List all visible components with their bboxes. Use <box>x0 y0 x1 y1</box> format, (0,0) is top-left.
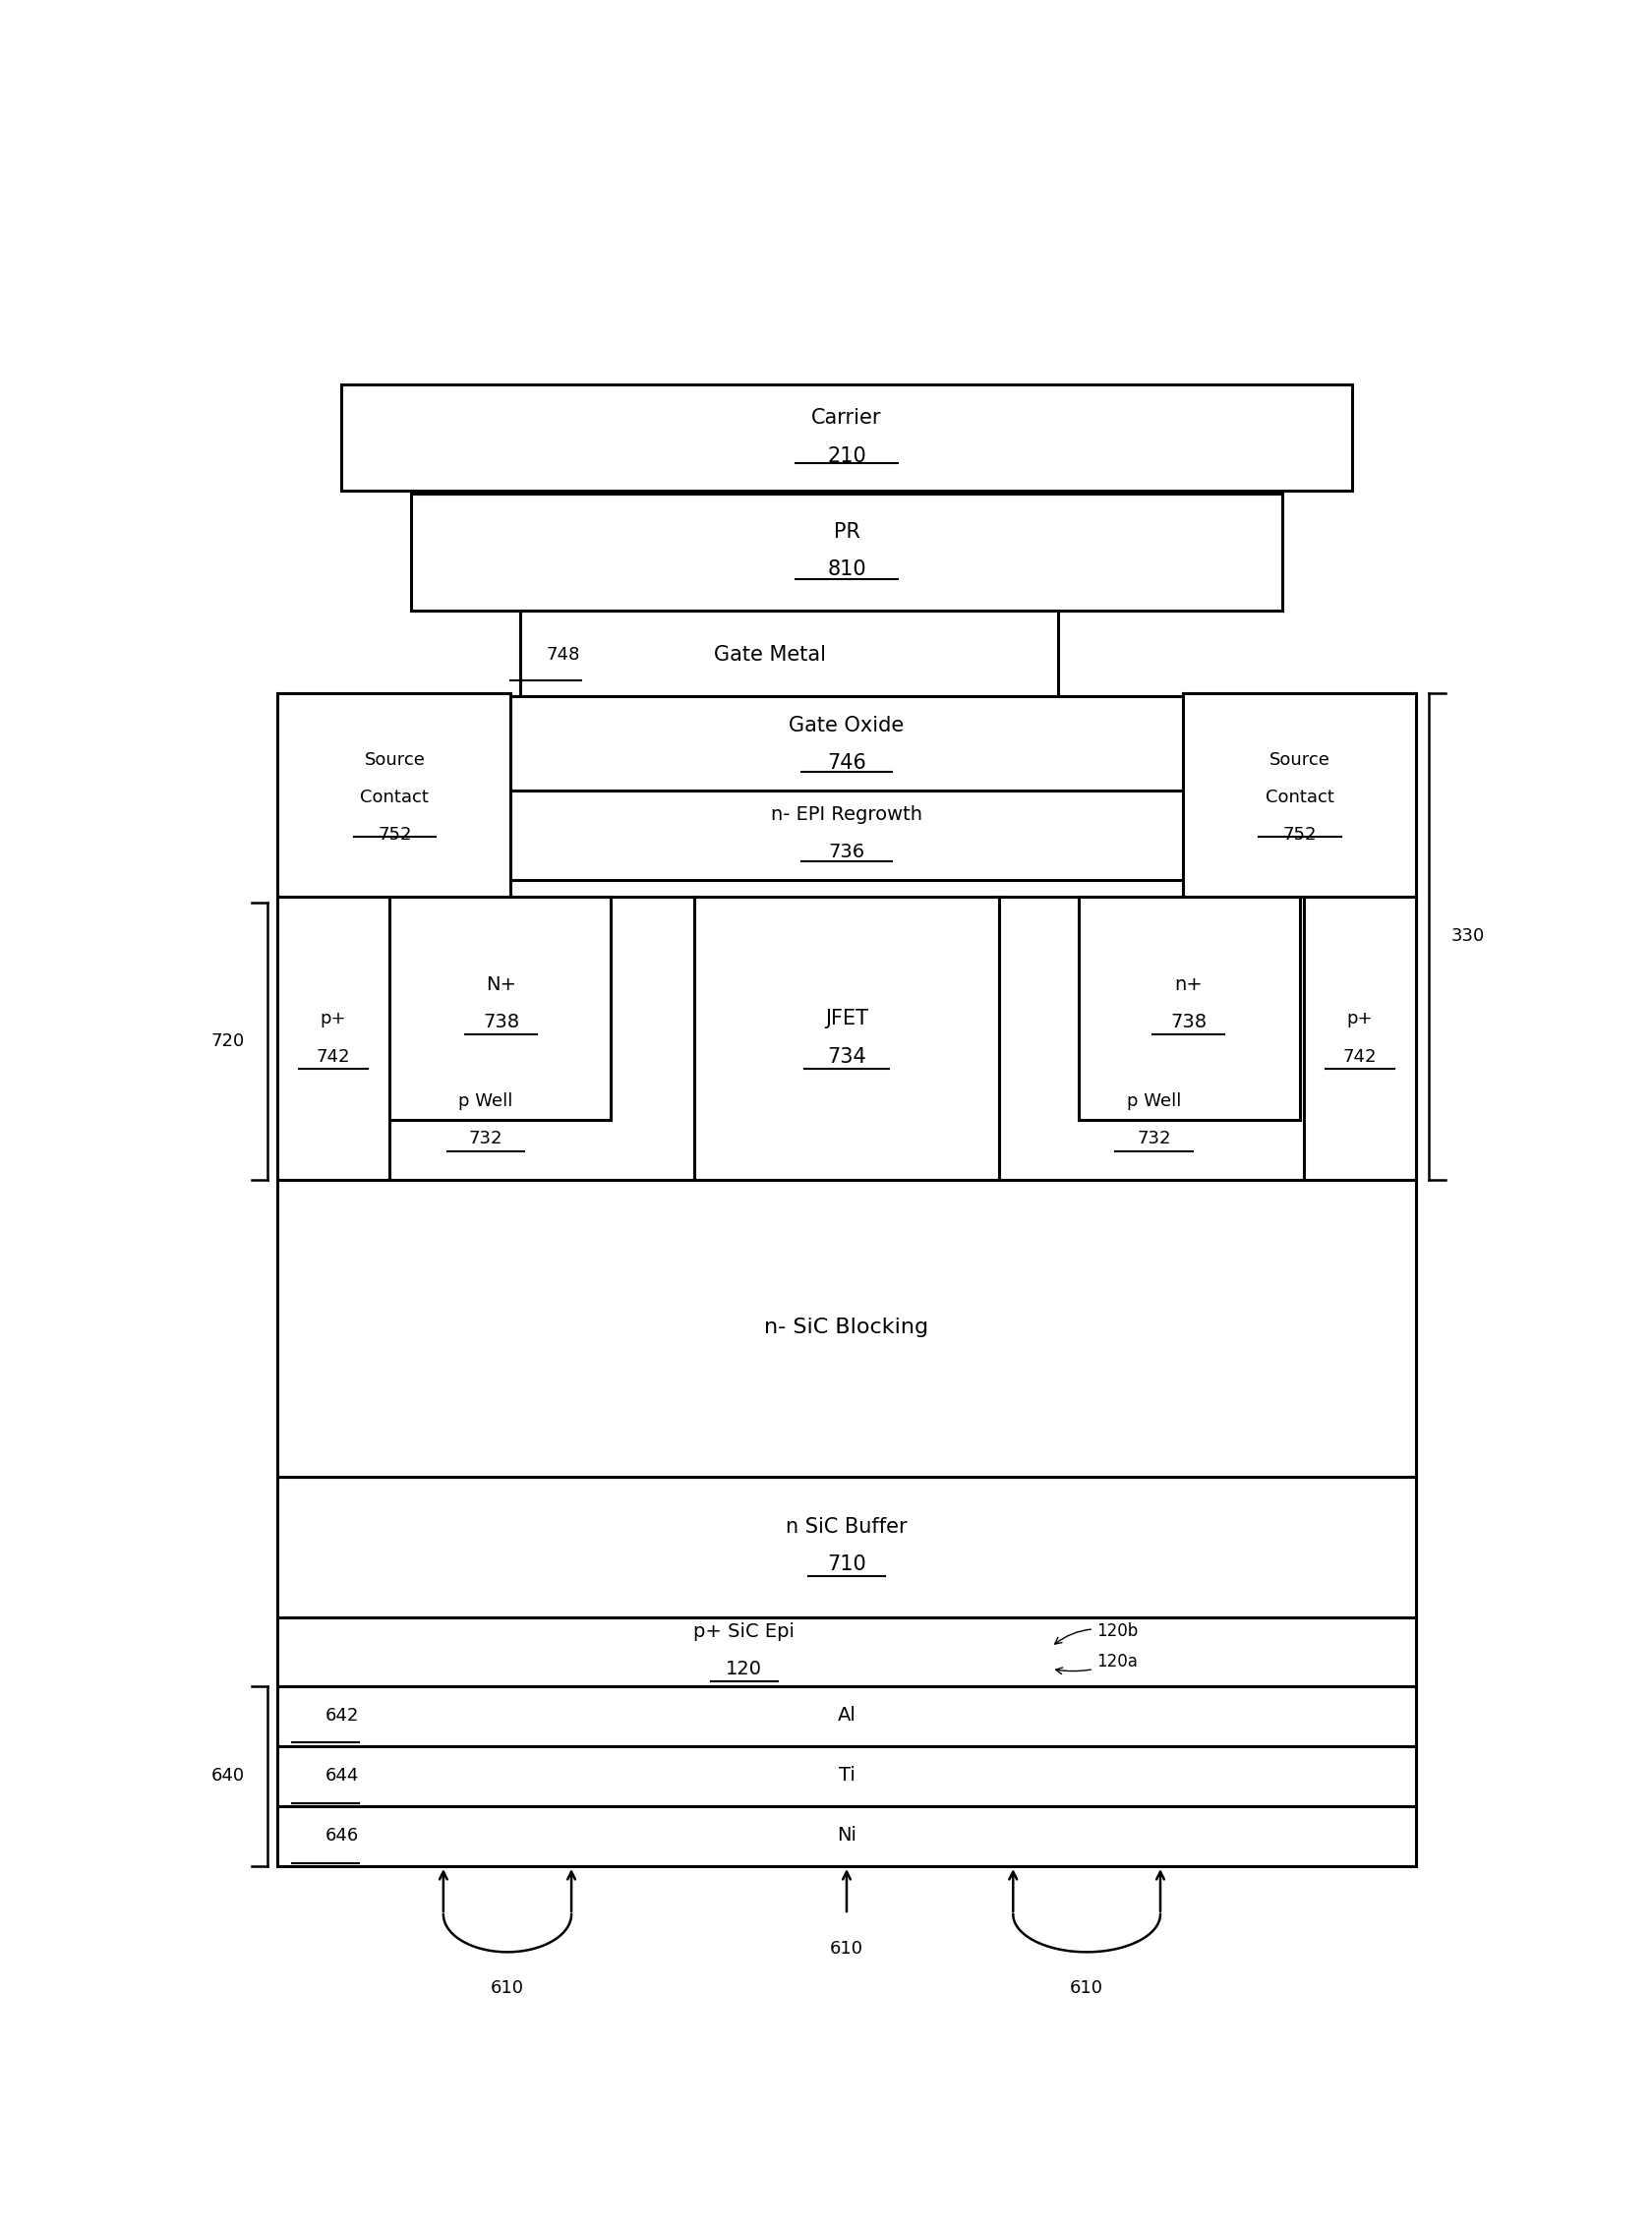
Text: Ni: Ni <box>838 1827 856 1845</box>
Text: 210: 210 <box>828 446 866 466</box>
Text: 746: 746 <box>828 753 866 773</box>
Text: p Well: p Well <box>458 1092 512 1110</box>
Bar <box>278 1181 1416 1477</box>
Bar <box>694 898 999 1181</box>
Text: 610: 610 <box>829 1941 864 1958</box>
Text: Contact: Contact <box>360 789 430 807</box>
Text: n+: n+ <box>1175 976 1203 994</box>
Text: JFET: JFET <box>824 1009 869 1029</box>
Text: 646: 646 <box>325 1827 358 1845</box>
Text: n SiC Buffer: n SiC Buffer <box>786 1517 907 1537</box>
Text: 742: 742 <box>316 1047 350 1065</box>
Text: n- SiC Blocking: n- SiC Blocking <box>765 1317 928 1337</box>
Bar <box>390 898 611 1121</box>
Bar <box>278 898 390 1181</box>
Text: 732: 732 <box>469 1130 502 1147</box>
Text: 748: 748 <box>545 646 580 664</box>
Text: 810: 810 <box>828 559 866 579</box>
Text: PR: PR <box>834 521 859 541</box>
Text: 120: 120 <box>725 1660 763 1678</box>
Bar <box>278 1618 1416 1687</box>
Text: 738: 738 <box>1170 1014 1206 1032</box>
Text: Gate Metal: Gate Metal <box>714 646 826 664</box>
Bar <box>411 695 1282 793</box>
Bar <box>411 495 1282 610</box>
Text: p Well: p Well <box>1127 1092 1181 1110</box>
Bar <box>340 383 1353 490</box>
Text: Al: Al <box>838 1707 856 1724</box>
Bar <box>278 693 510 902</box>
Bar <box>520 610 1057 700</box>
Text: N+: N+ <box>486 976 515 994</box>
Bar <box>278 1807 1416 1867</box>
Bar <box>507 791 1186 880</box>
Text: 752: 752 <box>378 827 411 844</box>
Text: p+ SiC Epi: p+ SiC Epi <box>694 1622 795 1640</box>
Text: 644: 644 <box>325 1767 360 1785</box>
Bar <box>278 1687 1416 1747</box>
Text: Ti: Ti <box>838 1767 856 1785</box>
Text: 752: 752 <box>1284 827 1317 844</box>
Text: 732: 732 <box>1137 1130 1171 1147</box>
Text: 736: 736 <box>828 842 866 862</box>
Text: Source: Source <box>1269 751 1330 769</box>
Text: p+: p+ <box>1346 1009 1373 1027</box>
Bar <box>1183 693 1416 902</box>
Bar <box>1303 898 1416 1181</box>
Text: 642: 642 <box>325 1707 360 1724</box>
Text: 734: 734 <box>828 1047 866 1067</box>
Bar <box>278 898 694 1181</box>
Text: 610: 610 <box>1070 1978 1104 1996</box>
Text: 120b: 120b <box>1056 1622 1138 1644</box>
Text: 720: 720 <box>211 1032 244 1049</box>
Text: 738: 738 <box>482 1014 519 1032</box>
Text: Carrier: Carrier <box>811 408 882 428</box>
Bar <box>278 1747 1416 1807</box>
Text: n- EPI Regrowth: n- EPI Regrowth <box>771 804 922 824</box>
Text: 120a: 120a <box>1056 1653 1138 1673</box>
Text: 710: 710 <box>828 1555 866 1575</box>
Text: 610: 610 <box>491 1978 524 1996</box>
Text: 742: 742 <box>1343 1047 1378 1065</box>
Bar <box>1079 898 1300 1121</box>
Text: Source: Source <box>365 751 425 769</box>
Bar <box>999 898 1416 1181</box>
Bar <box>278 1477 1416 1618</box>
Text: Contact: Contact <box>1265 789 1335 807</box>
Text: p+: p+ <box>320 1009 347 1027</box>
Text: Gate Oxide: Gate Oxide <box>790 715 904 735</box>
Text: 640: 640 <box>211 1767 244 1785</box>
Text: 330: 330 <box>1450 927 1485 945</box>
